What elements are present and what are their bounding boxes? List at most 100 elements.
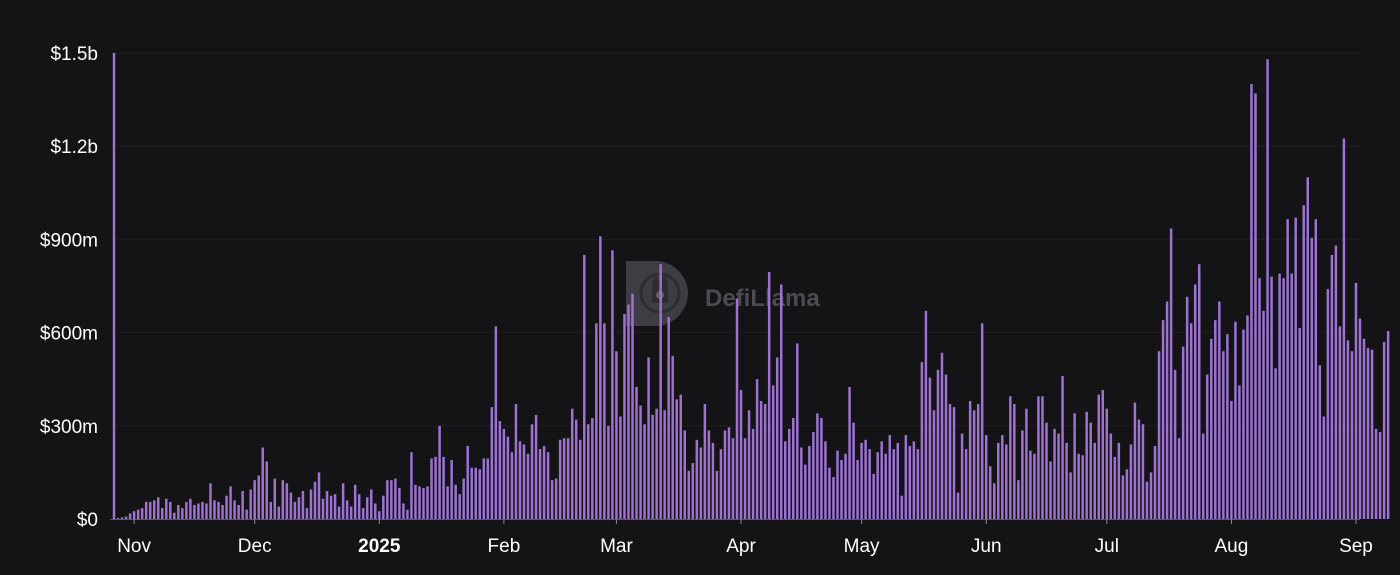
bar[interactable]: [490, 407, 494, 519]
bar[interactable]: [341, 483, 345, 519]
bar[interactable]: [390, 480, 393, 519]
bar[interactable]: [1013, 404, 1016, 519]
bar[interactable]: [880, 441, 883, 519]
bar[interactable]: [1366, 348, 1370, 519]
bar[interactable]: [1061, 376, 1064, 519]
bar[interactable]: [1370, 349, 1374, 519]
bar[interactable]: [225, 495, 228, 519]
bar[interactable]: [450, 459, 453, 519]
bar[interactable]: [333, 494, 337, 519]
bar[interactable]: [707, 430, 711, 519]
bar[interactable]: [156, 497, 160, 519]
bar[interactable]: [237, 505, 240, 519]
bar[interactable]: [546, 452, 550, 519]
bar[interactable]: [888, 435, 891, 519]
bar[interactable]: [257, 475, 260, 519]
bar[interactable]: [148, 501, 152, 519]
bar[interactable]: [784, 441, 787, 519]
bar[interactable]: [832, 477, 835, 519]
bar[interactable]: [398, 487, 401, 519]
bar[interactable]: [591, 418, 594, 519]
bar[interactable]: [1181, 346, 1185, 519]
bar[interactable]: [281, 480, 285, 519]
bar[interactable]: [1294, 217, 1297, 519]
bar[interactable]: [1189, 323, 1193, 519]
bar[interactable]: [486, 458, 490, 519]
bar[interactable]: [454, 484, 457, 519]
bar[interactable]: [382, 495, 385, 519]
bar[interactable]: [309, 489, 313, 519]
bar[interactable]: [1278, 273, 1281, 519]
bar[interactable]: [808, 445, 811, 519]
bar[interactable]: [181, 508, 184, 519]
bar[interactable]: [936, 369, 940, 519]
bar[interactable]: [418, 486, 421, 519]
bar[interactable]: [1185, 296, 1189, 519]
bar[interactable]: [1105, 408, 1109, 519]
bar[interactable]: [317, 472, 321, 519]
bar[interactable]: [554, 478, 558, 519]
bar[interactable]: [771, 385, 775, 519]
bar[interactable]: [522, 444, 526, 519]
bar[interactable]: [313, 481, 317, 519]
bar[interactable]: [1218, 301, 1221, 519]
bar[interactable]: [1073, 413, 1076, 519]
bar[interactable]: [273, 478, 277, 519]
bar[interactable]: [1025, 408, 1028, 519]
bar[interactable]: [1202, 433, 1205, 519]
bar[interactable]: [140, 508, 144, 519]
bar[interactable]: [900, 495, 904, 519]
bar[interactable]: [671, 355, 674, 519]
bar[interactable]: [1033, 453, 1036, 519]
bar[interactable]: [852, 422, 855, 519]
bar[interactable]: [751, 428, 755, 519]
bar[interactable]: [864, 439, 867, 519]
bar[interactable]: [386, 480, 389, 519]
bar[interactable]: [446, 486, 449, 519]
bar[interactable]: [675, 399, 678, 519]
bar[interactable]: [1378, 432, 1382, 519]
bar[interactable]: [968, 400, 972, 519]
bar[interactable]: [1250, 84, 1253, 519]
bar[interactable]: [896, 442, 900, 519]
bar[interactable]: [824, 441, 827, 519]
bar[interactable]: [683, 430, 686, 519]
bar[interactable]: [1210, 338, 1213, 519]
bar[interactable]: [233, 500, 236, 519]
bar[interactable]: [1386, 331, 1390, 519]
bar[interactable]: [293, 501, 297, 519]
bar[interactable]: [723, 430, 727, 519]
bar[interactable]: [169, 501, 172, 519]
bar[interactable]: [1362, 338, 1366, 519]
bar[interactable]: [663, 410, 666, 519]
bar[interactable]: [1346, 340, 1350, 519]
bar[interactable]: [792, 418, 795, 519]
bar[interactable]: [1286, 219, 1289, 519]
bar[interactable]: [1334, 245, 1338, 520]
bar[interactable]: [735, 298, 739, 519]
bar[interactable]: [185, 501, 188, 519]
bar[interactable]: [498, 421, 502, 519]
bar[interactable]: [631, 293, 634, 519]
bar[interactable]: [804, 464, 807, 519]
bar[interactable]: [1330, 254, 1334, 519]
bar[interactable]: [1354, 282, 1358, 519]
bar[interactable]: [325, 491, 329, 519]
bar[interactable]: [361, 508, 365, 519]
bar[interactable]: [944, 374, 948, 519]
bar[interactable]: [940, 352, 944, 519]
bar[interactable]: [144, 501, 148, 519]
bar[interactable]: [345, 500, 349, 519]
bar[interactable]: [763, 404, 767, 519]
bar[interactable]: [1326, 289, 1330, 519]
bar[interactable]: [562, 438, 566, 519]
bar[interactable]: [1165, 301, 1169, 519]
bar[interactable]: [1041, 396, 1044, 519]
bar[interactable]: [1173, 369, 1177, 519]
bar[interactable]: [583, 254, 586, 519]
bar[interactable]: [1161, 320, 1165, 519]
bar[interactable]: [1093, 442, 1096, 519]
bar[interactable]: [357, 494, 361, 519]
bar[interactable]: [659, 264, 662, 519]
bar[interactable]: [301, 491, 305, 519]
